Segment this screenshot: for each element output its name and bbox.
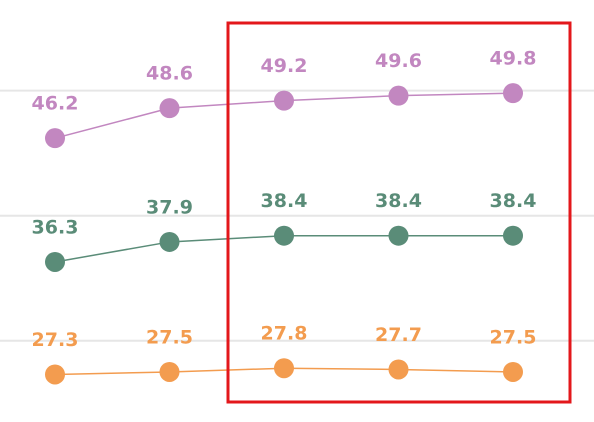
data-label: 27.5 xyxy=(490,326,537,348)
data-label: 49.2 xyxy=(261,55,308,77)
data-point xyxy=(274,358,294,379)
data-label: 49.8 xyxy=(490,48,537,70)
data-point xyxy=(159,361,180,382)
data-label: 48.6 xyxy=(146,63,193,85)
highlight-box xyxy=(226,21,572,404)
data-point xyxy=(503,361,523,382)
data-label: 36.3 xyxy=(32,216,79,238)
data-label: 46.2 xyxy=(32,93,79,115)
data-label: 38.4 xyxy=(490,190,537,212)
data-point xyxy=(159,231,180,252)
data-point xyxy=(388,359,409,380)
data-point xyxy=(45,128,65,149)
data-point xyxy=(274,225,294,246)
data-label: 49.6 xyxy=(375,50,422,72)
data-point xyxy=(159,98,180,119)
data-point xyxy=(45,364,65,385)
data-point xyxy=(388,85,409,106)
data-point xyxy=(45,251,65,272)
data-label: 27.8 xyxy=(261,323,308,345)
data-point xyxy=(503,83,523,104)
data-label: 38.4 xyxy=(261,190,308,212)
data-label: 27.5 xyxy=(146,326,193,348)
data-point xyxy=(388,225,409,246)
data-label: 27.7 xyxy=(375,324,422,346)
data-label: 27.3 xyxy=(32,329,79,351)
data-label: 38.4 xyxy=(375,190,422,212)
data-point xyxy=(274,90,294,111)
data-label: 37.9 xyxy=(146,196,193,218)
data-point xyxy=(503,225,523,246)
